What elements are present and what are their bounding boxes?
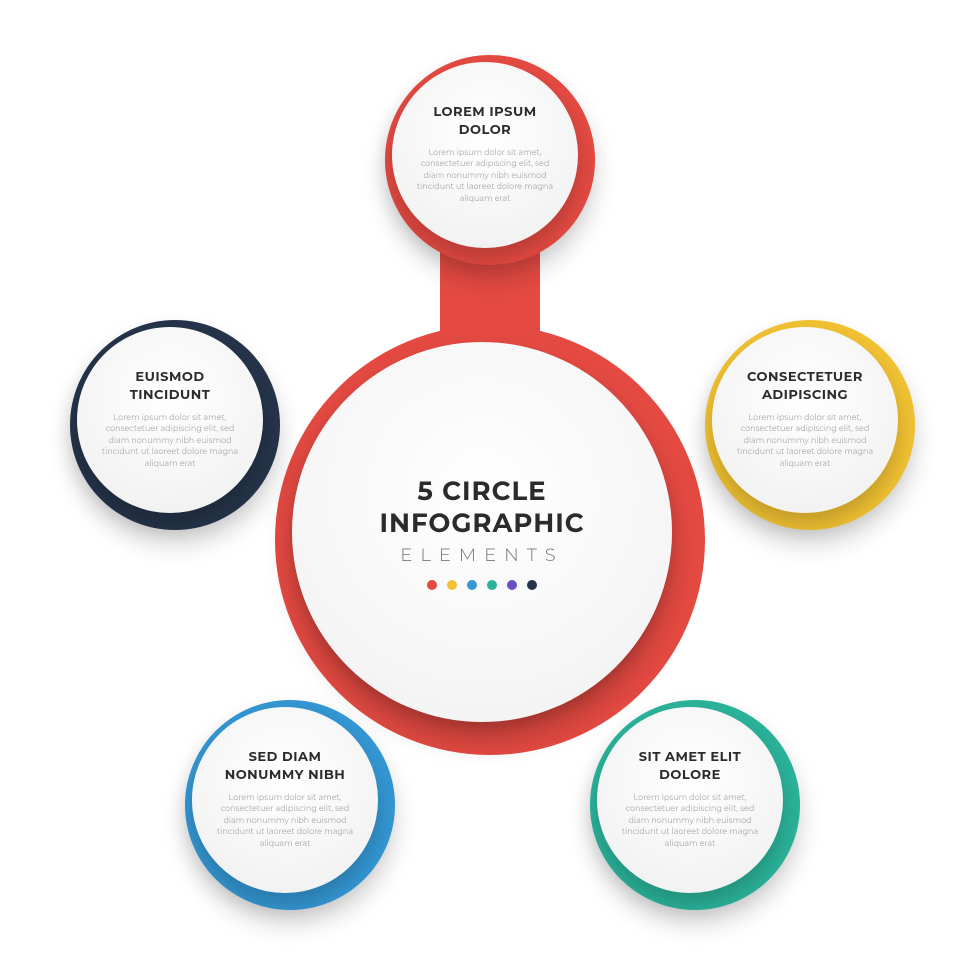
small-circle-bottom-left: SED DIAM NONUMMY NIBH Lorem ipsum dolor s… [192,707,378,893]
palette-dot [527,580,537,590]
small-circle-body: Lorem ipsum dolor sit amet, consectetuer… [214,793,356,851]
small-circle-right: CONSECTETUER ADIPISCING Lorem ipsum dolor… [712,327,898,513]
palette-dot [447,580,457,590]
small-circle-body: Lorem ipsum dolor sit amet, consectetuer… [99,413,241,471]
small-circle-left: EUISMOD TINCIDUNT Lorem ipsum dolor sit a… [77,327,263,513]
central-title: 5 CIRCLE INFOGRAPHIC [379,475,584,540]
small-circle-title: EUISMOD TINCIDUNT [99,369,241,404]
small-circle-title: CONSECTETUER ADIPISCING [734,369,876,404]
small-circle-title: LOREM IPSUM DOLOR [414,104,556,139]
small-circle-top: LOREM IPSUM DOLOR Lorem ipsum dolor sit a… [392,62,578,248]
infographic-stage: 5 CIRCLE INFOGRAPHIC ELEMENTS LOREM IPSU… [0,0,980,980]
small-circle-body: Lorem ipsum dolor sit amet, consectetuer… [414,148,556,206]
palette-dot [507,580,517,590]
palette-dot [467,580,477,590]
palette-dot [487,580,497,590]
small-circle-title: SIT AMET ELIT DOLORE [619,749,761,784]
central-title-line2: INFOGRAPHIC [379,507,584,539]
central-title-line1: 5 CIRCLE [417,475,546,507]
small-circle-body: Lorem ipsum dolor sit amet, consectetuer… [734,413,876,471]
palette-dots [427,580,537,590]
palette-dot [427,580,437,590]
central-circle: 5 CIRCLE INFOGRAPHIC ELEMENTS [292,342,672,722]
small-circle-bottom-right: SIT AMET ELIT DOLORE Lorem ipsum dolor si… [597,707,783,893]
central-subtitle: ELEMENTS [400,544,563,566]
small-circle-body: Lorem ipsum dolor sit amet, consectetuer… [619,793,761,851]
small-circle-title: SED DIAM NONUMMY NIBH [214,749,356,784]
